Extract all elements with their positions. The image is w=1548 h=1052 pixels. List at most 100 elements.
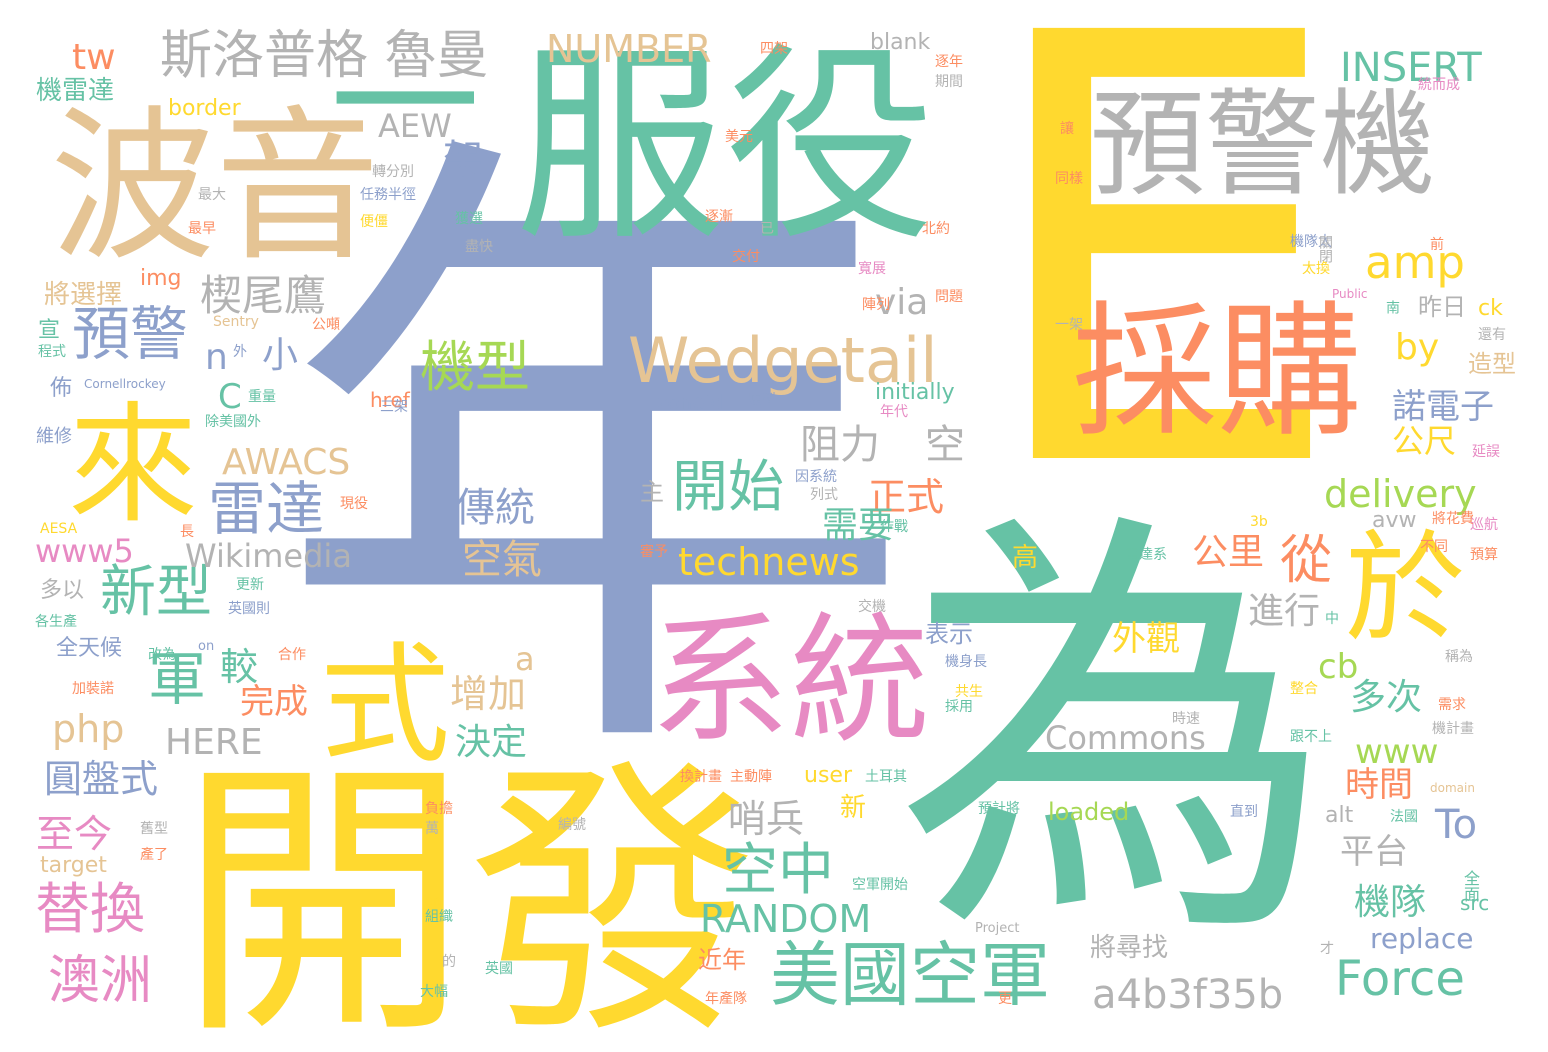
word-84: user [804,763,852,788]
word-67: cb [1318,647,1359,687]
word-37: www [1355,732,1439,772]
word-29: NUMBER [546,27,712,71]
word-127: Cornellrockey [84,377,166,391]
word-57: 較 [220,645,259,689]
word-195: 作戰 [880,519,908,535]
word-11: 式 [320,629,451,781]
word-53: 外觀 [1112,619,1180,659]
word-188: 轉分別 [372,164,414,180]
word-13: 一 [330,18,481,192]
word-186: 統而成 [1418,77,1460,93]
word-122: 同樣 [1055,171,1083,187]
word-22: 機型 [420,335,531,399]
word-41: 軍 [148,645,207,713]
word-151: 除美國外 [205,414,261,430]
word-115: 最大 [198,187,226,203]
word-168: 交機 [858,599,886,615]
word-28: INSERT [1340,45,1482,91]
word-112: 盡快 [465,239,493,255]
word-23: 開始 [672,455,784,520]
word-119: 問題 [935,289,963,305]
word-145: 法國 [1390,809,1418,825]
word-174: 不同 [1420,539,1448,555]
word-88: src [1460,891,1490,915]
word-20: 替換 [35,877,146,941]
word-194: 列式 [810,487,838,503]
word-21: 澳洲 [48,951,153,1011]
word-62: 平台 [1340,832,1408,872]
word-154: 英國則 [228,601,270,617]
word-78: zoneid [657,390,723,414]
word-42: 架 [443,137,483,183]
word-16: Wedgetail [628,324,938,397]
word-89: target [40,853,107,878]
word-4: 開發 [178,736,758,1052]
word-48: 空 [925,422,965,468]
word-55: 至今 [36,812,113,856]
word-35: AWACS [222,442,351,483]
word-2: 年 [275,87,915,832]
word-142: 組織 [425,909,453,925]
word-132: AESA [40,521,78,537]
word-175: 預算 [1470,547,1498,563]
word-118: 還有 [1478,327,1506,343]
word-179: 稱為 [1445,649,1473,665]
word-76: replace [1370,922,1474,955]
word-54: 圓盤式 [44,757,159,801]
word-92: 表示 [925,620,973,648]
word-39: HERE [165,722,263,763]
word-131: en [425,894,442,909]
word-100: 宣 [38,318,61,343]
word-86: avw [1372,508,1417,533]
word-96: 昨日 [1418,293,1466,321]
word-170: 共生 [955,684,983,700]
word-183: 時速 [1172,711,1200,727]
word-140: 英國 [485,961,513,977]
word-79: initially [875,380,955,405]
word-1: E [975,0,1348,598]
word-136: 南 [1384,300,1400,314]
word-40: To [1435,802,1478,848]
word-148: 原型 [748,392,776,408]
word-105: 逐年 [935,54,963,70]
word-25: Force [1335,951,1465,1007]
word-137: 更 [998,991,1012,1007]
word-72: n [205,337,228,378]
word-126: Sentry [213,314,259,330]
word-176: 巡航 [1470,517,1498,533]
word-33: delivery [1324,472,1477,516]
word-197: 前 [1430,237,1444,253]
word-38: php [52,707,125,751]
word-90: 將尋找 [1090,933,1169,963]
word-198: 外 [233,344,247,360]
word-60: 多次 [1350,677,1423,718]
word-156: 改為 [148,647,176,663]
word-141: 大幅 [420,984,448,1000]
word-51: 增加 [450,672,527,716]
word-6: 波音 [50,91,380,283]
word-139: 的 [442,954,456,970]
word-24: 空中 [722,838,834,903]
word-109: 北約 [922,221,950,237]
word-26: a4b3f35b [1092,972,1284,1018]
word-65: 諾電子 [1392,387,1494,427]
word-93: 新 [840,793,867,823]
word-95: 高 [1012,543,1039,573]
word-169: 機身長 [945,654,987,670]
word-181: 需求 [1438,697,1466,713]
word-64: 公里 [1192,532,1265,573]
word-144: 直到 [1230,804,1258,820]
word-107: 美元 [725,129,753,145]
word-124: 太換 [1302,261,1330,277]
word-30: technews [678,540,860,584]
word-18: 雷達 [208,475,325,543]
word-184: 跟不上 [1290,729,1332,745]
word-113: 任務半徑 [360,187,416,203]
word-101: 佈 [50,376,73,401]
word-77: loaded [1048,798,1130,826]
word-8: 預警機 [1090,78,1436,212]
word-52: 決定 [455,722,528,763]
word-111: 逐漸 [705,209,733,225]
word-66: 公尺 [1392,422,1457,460]
word-125: Public [1332,287,1368,301]
